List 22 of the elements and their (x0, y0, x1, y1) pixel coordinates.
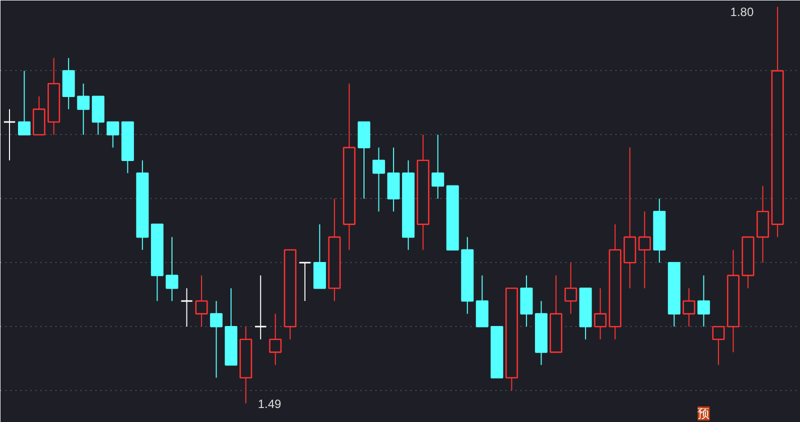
candlestick (638, 211, 651, 289)
candlestick (106, 121, 120, 148)
candlestick (269, 313, 282, 366)
annotation: 1.80 (730, 4, 754, 19)
candlestick (712, 326, 725, 366)
candlestick (254, 274, 267, 340)
candlestick (210, 300, 223, 378)
candlestick (18, 70, 31, 136)
annotation: 1.49 (258, 396, 282, 411)
candlestick (3, 108, 16, 161)
candlestick (432, 134, 444, 200)
candlestick (195, 274, 208, 328)
candlestick (372, 147, 386, 212)
candlestick (166, 236, 178, 302)
candlestick (77, 83, 90, 136)
candlestick (697, 274, 710, 328)
candlestick (682, 288, 696, 328)
candlestick (180, 288, 194, 328)
annotation: 预 (698, 406, 710, 420)
candlestick (298, 262, 312, 302)
candlestick (594, 288, 607, 340)
candlestick (564, 262, 578, 314)
